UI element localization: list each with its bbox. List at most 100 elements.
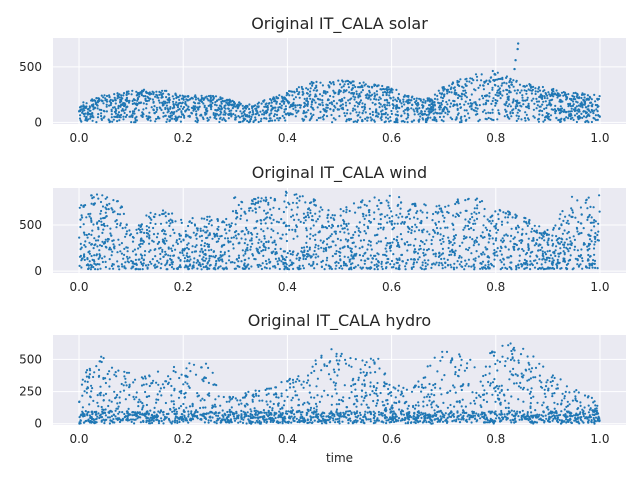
wind-point: [96, 193, 98, 195]
wind-point: [105, 261, 107, 263]
solar-point: [91, 105, 93, 107]
solar-point: [406, 99, 408, 101]
wind-point: [343, 264, 345, 266]
wind-point: [198, 262, 200, 264]
solar-point: [373, 84, 375, 86]
solar-point: [359, 82, 361, 84]
solar-point: [577, 117, 579, 119]
wind-point: [543, 236, 545, 238]
wind-point: [89, 260, 91, 262]
hydro-point: [530, 411, 532, 413]
hydro-point: [336, 403, 338, 405]
wind-point: [244, 253, 246, 255]
hydro-point: [491, 394, 493, 396]
wind-point: [284, 250, 286, 252]
wind-point: [229, 226, 231, 228]
wind-point: [502, 211, 504, 213]
wind-point: [240, 201, 242, 203]
hydro-point: [217, 415, 219, 417]
solar-point: [411, 96, 413, 98]
wind-point: [343, 223, 345, 225]
wind-point: [468, 247, 470, 249]
wind-point: [571, 196, 573, 198]
wind-point: [570, 240, 572, 242]
wind-point: [84, 204, 86, 206]
hydro-point: [338, 399, 340, 401]
wind-point: [340, 215, 342, 217]
hydro-point: [336, 374, 338, 376]
wind-point: [507, 221, 509, 223]
wind-point: [200, 228, 202, 230]
solar-point: [263, 113, 265, 115]
wind-point: [120, 222, 122, 224]
wind-point: [501, 224, 503, 226]
solar-point: [588, 105, 590, 107]
solar-point: [437, 102, 439, 104]
solar-point: [424, 110, 426, 112]
wind-point: [156, 260, 158, 262]
solar-point: [357, 114, 359, 116]
wind-point: [257, 266, 259, 268]
wind-point: [470, 266, 472, 268]
solar-point: [432, 107, 434, 109]
solar-point: [369, 108, 371, 110]
solar-point: [567, 105, 569, 107]
hydro-point: [111, 401, 113, 403]
solar-point: [436, 95, 438, 97]
wind-point: [419, 222, 421, 224]
wind-point: [84, 234, 86, 236]
wind-point: [367, 226, 369, 228]
solar-point: [268, 120, 270, 122]
solar-point: [173, 111, 175, 113]
wind-point: [242, 267, 244, 269]
wind-point: [463, 235, 465, 237]
wind-point: [285, 206, 287, 208]
wind-point: [536, 262, 538, 264]
wind-point: [302, 265, 304, 267]
wind-point: [447, 205, 449, 207]
solar-point: [167, 99, 169, 101]
wind-point: [154, 213, 156, 215]
wind-point: [362, 215, 364, 217]
wind-point: [332, 255, 334, 257]
solar-point: [562, 95, 564, 97]
wind-point: [309, 233, 311, 235]
wind-point: [376, 266, 378, 268]
wind-point: [582, 260, 584, 262]
hydro-point: [117, 370, 119, 372]
hydro-point: [422, 405, 424, 407]
hydro-point: [185, 407, 187, 409]
wind-point: [393, 238, 395, 240]
solar-point: [273, 115, 275, 117]
wind-point: [97, 198, 99, 200]
wind-point: [353, 267, 355, 269]
wind-point: [326, 259, 328, 261]
wind-point: [514, 236, 516, 238]
solar-point: [89, 117, 91, 119]
solar-point: [538, 113, 540, 115]
solar-point: [111, 109, 113, 111]
wind-point: [538, 249, 540, 251]
wind-point: [452, 224, 454, 226]
solar-point: [390, 110, 392, 112]
solar-point: [228, 110, 230, 112]
solar-point: [433, 101, 435, 103]
wind-point: [312, 235, 314, 237]
solar-point: [322, 108, 324, 110]
wind-point: [304, 201, 306, 203]
wind-point: [310, 256, 312, 258]
solar-point: [497, 109, 499, 111]
wind-point: [577, 221, 579, 223]
hydro-point: [244, 392, 246, 394]
wind-point: [188, 260, 190, 262]
wind-point: [398, 268, 400, 270]
wind-point: [469, 218, 471, 220]
wind-point: [597, 267, 599, 269]
solar-point: [582, 99, 584, 101]
hydro-point: [366, 404, 368, 406]
wind-point: [421, 211, 423, 213]
wind-point: [466, 263, 468, 265]
wind-point: [416, 261, 418, 263]
solar-point: [97, 113, 99, 115]
solar-point: [255, 108, 257, 110]
